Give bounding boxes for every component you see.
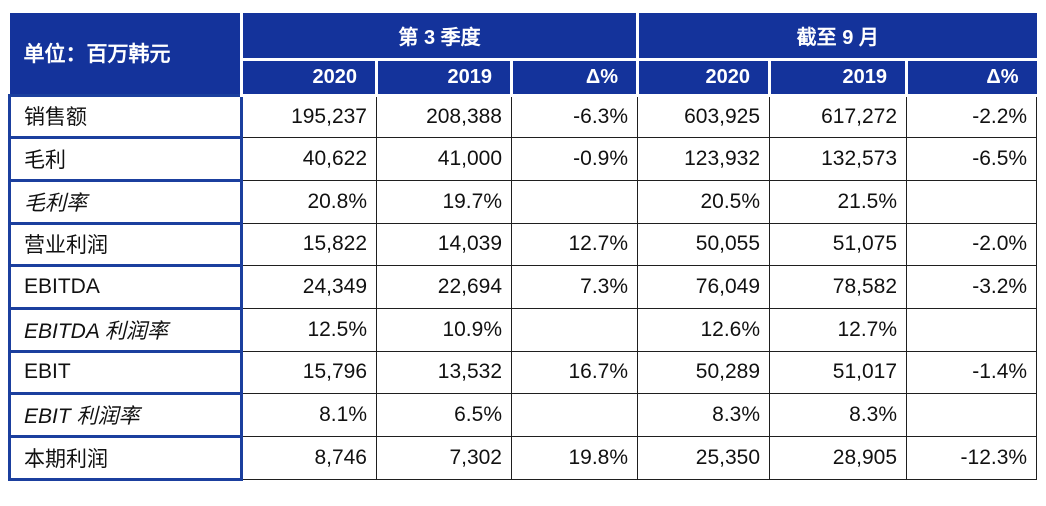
sub-header-q3-2019: 2019 — [375, 57, 513, 97]
value-cell-q3-2020: 15,822 — [241, 222, 377, 267]
value-cell-ytd-2019: 51,017 — [769, 350, 908, 395]
value-cell-q3-delta — [510, 179, 639, 224]
value-cell-q3-2019: 19.7% — [376, 179, 512, 224]
table-body: 销售额 195,237 208,388 -6.3% 603,925 617,272 -2.2… — [8, 93, 1038, 481]
value-cell-ytd-delta: -6.5% — [906, 137, 1038, 181]
column-group-ytd: 截至 9 月 — [636, 13, 1037, 61]
value-cell-ytd-2019: 51,075 — [769, 222, 908, 267]
row-label: 销售额 — [8, 93, 243, 140]
header-sub-row: 2020 2019 Δ% 2020 2019 Δ% — [10, 57, 1037, 97]
value-cell-ytd-2019: 8.3% — [769, 393, 908, 437]
row-label: EBIT 利润率 — [8, 392, 243, 438]
value-cell-ytd-delta — [906, 393, 1038, 437]
value-cell-q3-delta: 12.7% — [510, 222, 639, 267]
value-cell-ytd-2020: 20.5% — [637, 179, 771, 224]
value-cell-ytd-delta: -2.0% — [906, 222, 1038, 267]
value-cell-q3-2019: 10.9% — [376, 307, 512, 352]
value-cell-q3-2019: 208,388 — [376, 94, 512, 139]
value-cell-q3-delta — [510, 393, 639, 437]
table-row: 销售额 195,237 208,388 -6.3% 603,925 617,272 -2.2… — [8, 93, 1038, 140]
value-cell-ytd-2020: 8.3% — [637, 393, 771, 437]
sub-header-ytd-2020: 2020 — [636, 57, 772, 97]
value-cell-ytd-delta — [906, 179, 1038, 224]
table-row: 营业利润 15,822 14,039 12.7% 50,055 51,075 -2.0% — [8, 221, 1038, 268]
value-cell-ytd-2020: 123,932 — [637, 137, 771, 181]
unit-label: 单位：百万韩元 — [9, 13, 243, 95]
table-row: EBITDA 24,349 22,694 7.3% 76,049 78,582 -3.2% — [8, 264, 1038, 310]
value-cell-q3-2020: 15,796 — [241, 350, 377, 395]
value-cell-ytd-delta: -3.2% — [906, 265, 1038, 309]
row-label: 本期利润 — [8, 435, 243, 481]
table-row: 毛利 40,622 41,000 -0.9% 123,932 132,573 -6.5% — [8, 136, 1038, 182]
value-cell-ytd-2019: 12.7% — [769, 307, 908, 352]
value-cell-ytd-2019: 78,582 — [769, 265, 908, 309]
value-cell-ytd-2020: 25,350 — [637, 436, 771, 480]
header-group-row: 单位：百万韩元 第 3 季度 截至 9 月 — [9, 13, 1037, 95]
value-cell-q3-delta: -6.3% — [510, 94, 639, 139]
sub-header-q3-delta: Δ% — [509, 57, 640, 97]
value-cell-ytd-2019: 132,573 — [769, 137, 908, 181]
row-label: EBIT — [8, 349, 243, 396]
sub-header-ytd-delta: Δ% — [905, 57, 1037, 97]
value-cell-q3-delta: 7.3% — [510, 265, 639, 309]
value-cell-ytd-2019: 21.5% — [769, 179, 908, 224]
value-cell-ytd-delta: -12.3% — [906, 436, 1038, 480]
row-label: 毛利 — [8, 136, 243, 182]
value-cell-q3-2020: 8,746 — [241, 436, 377, 480]
value-cell-ytd-2020: 603,925 — [637, 94, 771, 139]
value-cell-ytd-2020: 76,049 — [637, 265, 771, 309]
value-cell-q3-2020: 8.1% — [241, 393, 377, 437]
row-label: 营业利润 — [8, 221, 243, 268]
value-cell-q3-2019: 22,694 — [376, 265, 512, 309]
financial-results-table: 单位：百万韩元 第 3 季度 截至 9 月 2020 2019 Δ% 2020 2019… — [8, 13, 1038, 481]
table-row: EBIT 利润率 8.1% 6.5% 8.3% 8.3% — [8, 392, 1038, 438]
row-label: 毛利率 — [8, 178, 243, 225]
table-row: EBIT 15,796 13,532 16.7% 50,289 51,017 -1.4% — [8, 349, 1038, 396]
value-cell-ytd-2019: 617,272 — [769, 94, 908, 139]
financial-report-page: 单位：百万韩元 第 3 季度 截至 9 月 2020 2019 Δ% 2020 2019… — [0, 13, 1046, 506]
row-label: EBITDA 利润率 — [8, 306, 243, 353]
column-group-q3: 第 3 季度 — [239, 13, 640, 61]
sub-header-q3-2020: 2020 — [240, 57, 378, 97]
value-cell-q3-delta: -0.9% — [510, 137, 639, 181]
value-cell-q3-2020: 12.5% — [241, 307, 377, 352]
value-cell-q3-2019: 14,039 — [376, 222, 512, 267]
value-cell-q3-2019: 13,532 — [376, 350, 512, 395]
value-cell-ytd-2020: 50,289 — [637, 350, 771, 395]
table-row: 毛利率 20.8% 19.7% 20.5% 21.5% — [8, 178, 1038, 225]
value-cell-ytd-delta — [906, 307, 1038, 352]
value-cell-q3-2019: 7,302 — [376, 436, 512, 480]
value-cell-q3-2020: 40,622 — [241, 137, 377, 181]
value-cell-q3-delta: 16.7% — [510, 350, 639, 395]
value-cell-q3-2019: 41,000 — [376, 137, 512, 181]
value-cell-ytd-delta: -1.4% — [906, 350, 1038, 395]
value-cell-q3-delta: 19.8% — [510, 436, 639, 480]
value-cell-ytd-2020: 12.6% — [637, 307, 771, 352]
value-cell-q3-delta — [510, 307, 639, 352]
value-cell-ytd-delta: -2.2% — [906, 94, 1038, 139]
value-cell-q3-2020: 24,349 — [241, 265, 377, 309]
row-label: EBITDA — [8, 264, 243, 310]
value-cell-q3-2019: 6.5% — [376, 393, 512, 437]
value-cell-ytd-2020: 50,055 — [637, 222, 771, 267]
value-cell-q3-2020: 20.8% — [241, 179, 377, 224]
value-cell-ytd-2019: 28,905 — [769, 436, 908, 480]
table-row: EBITDA 利润率 12.5% 10.9% 12.6% 12.7% — [8, 306, 1038, 353]
value-cell-q3-2020: 195,237 — [241, 94, 377, 139]
table-row: 本期利润 8,746 7,302 19.8% 25,350 28,905 -12.3% — [8, 435, 1038, 481]
table-header: 单位：百万韩元 第 3 季度 截至 9 月 2020 2019 Δ% 2020 2019… — [9, 13, 1037, 97]
sub-header-ytd-2019: 2019 — [768, 57, 909, 97]
